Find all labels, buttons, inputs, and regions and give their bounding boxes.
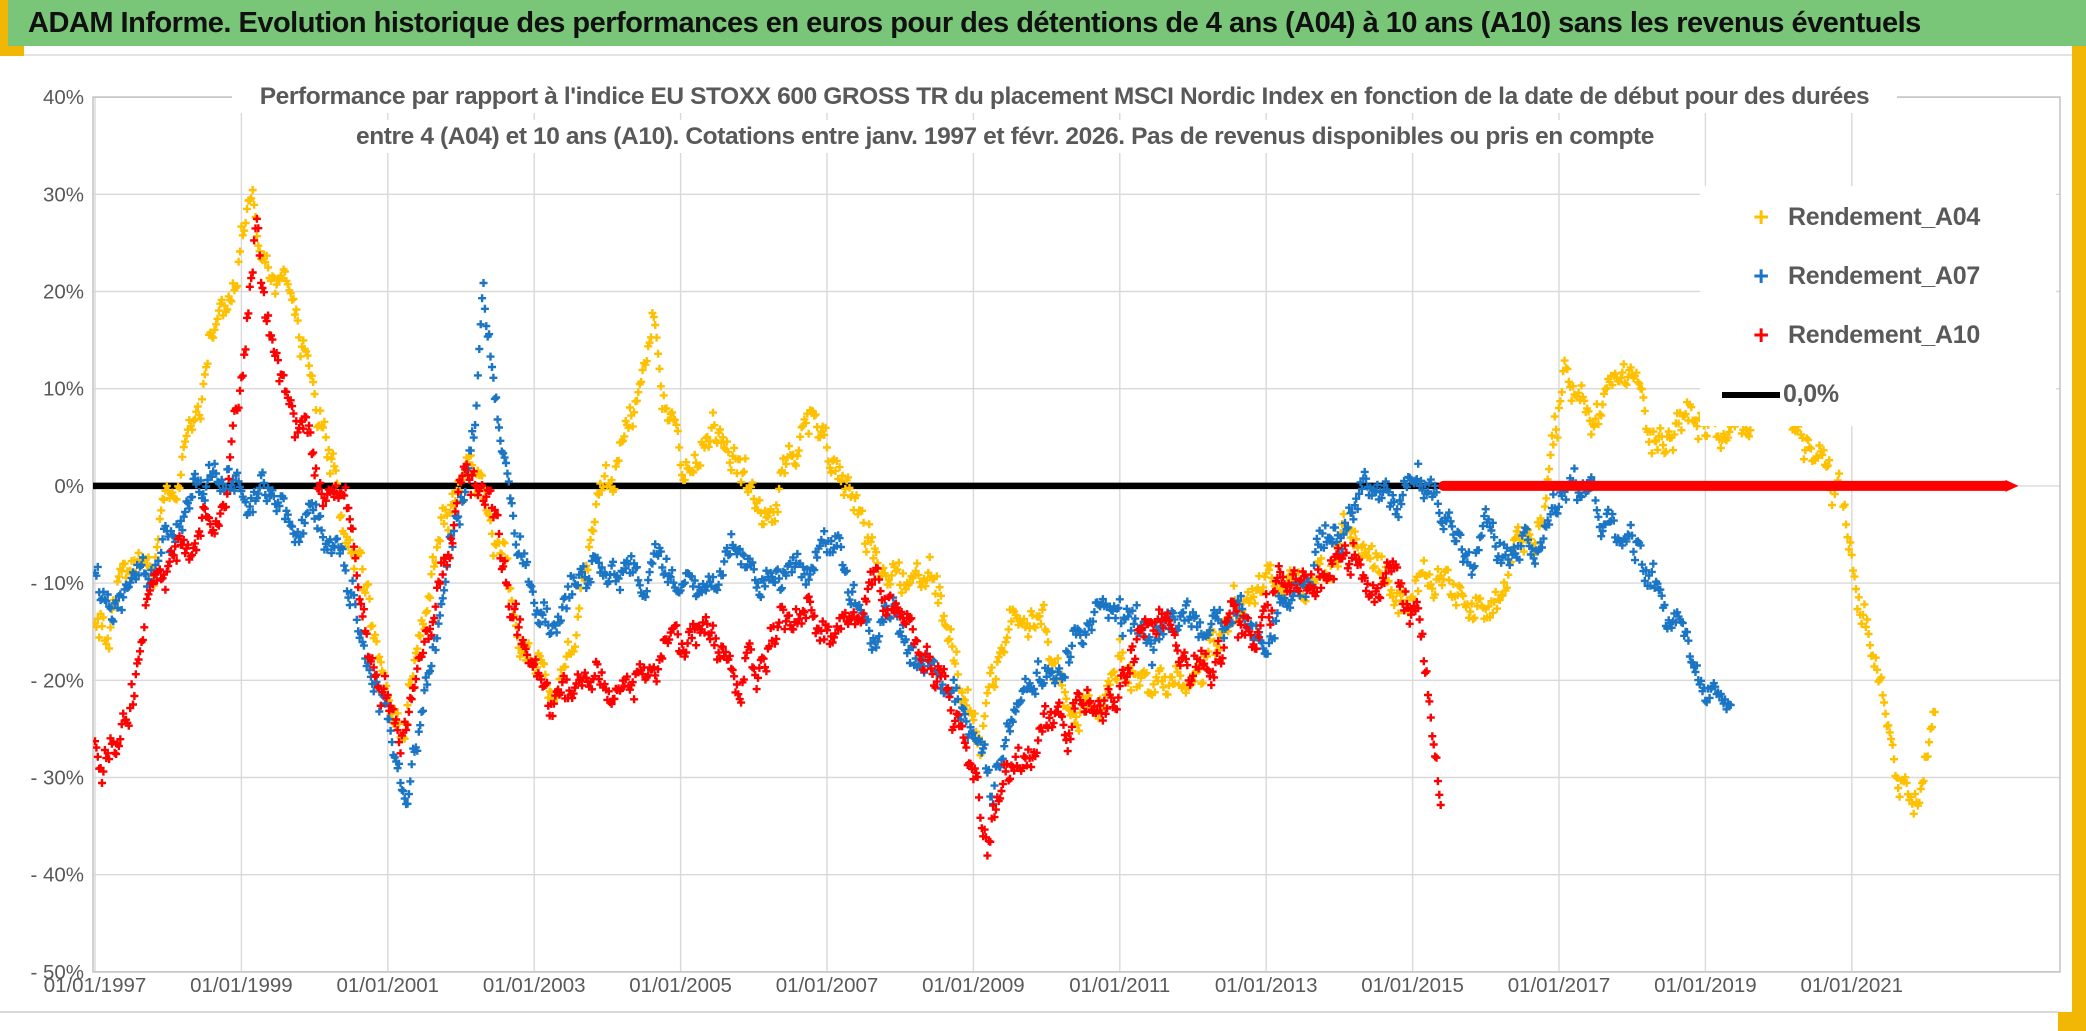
svg-text:20%: 20% [43, 281, 84, 304]
zero-line-swatch-icon [1722, 391, 1780, 398]
svg-text:01/01/2017: 01/01/2017 [1508, 974, 1611, 997]
plus-marker-a07-icon: + [1753, 261, 1769, 291]
legend-label-a10: Rendement_A10 [1788, 321, 1980, 349]
svg-text:0%: 0% [54, 475, 84, 498]
svg-text:01/01/2013: 01/01/2013 [1215, 974, 1318, 997]
svg-text:- 40%: - 40% [30, 864, 84, 887]
svg-text:01/01/2007: 01/01/2007 [776, 974, 879, 997]
svg-text:- 10%: - 10% [30, 572, 84, 595]
chart-title-line1: Performance par rapport à l'indice EU ST… [232, 80, 1897, 113]
svg-text:01/01/2009: 01/01/2009 [922, 974, 1025, 997]
legend-item-rendement-a10: + Rendement_A10 [1700, 306, 2056, 365]
chart-legend: + Rendement_A04 + Rendement_A07 + Rendem… [1700, 186, 2056, 426]
svg-text:- 20%: - 20% [30, 669, 84, 692]
svg-text:01/01/2011: 01/01/2011 [1069, 974, 1170, 997]
chart-title-line2: entre 4 (A04) et 10 ans (A10). Cotations… [356, 120, 1654, 153]
bottom-divider-line [0, 1011, 2058, 1013]
gold-corner-bottom-right [2058, 1012, 2086, 1031]
svg-text:40%: 40% [43, 86, 84, 109]
svg-text:30%: 30% [43, 183, 84, 206]
gold-border-left [0, 0, 8, 46]
legend-item-rendement-a04: + Rendement_A04 [1700, 188, 2056, 247]
svg-text:01/01/2021: 01/01/2021 [1800, 974, 1903, 997]
plus-marker-a04-icon: + [1753, 202, 1769, 232]
svg-text:01/01/2019: 01/01/2019 [1654, 974, 1757, 997]
svg-text:01/01/2001: 01/01/2001 [336, 974, 439, 997]
report-header: ADAM Informe. Evolution historique des p… [8, 0, 2086, 46]
gold-corner-left [0, 46, 24, 56]
report-title: ADAM Informe. Evolution historique des p… [28, 6, 1921, 39]
svg-text:- 30%: - 30% [30, 767, 84, 790]
plus-marker-a10-icon: + [1753, 320, 1769, 350]
svg-text:01/01/2003: 01/01/2003 [483, 974, 586, 997]
header-divider-line [24, 54, 2072, 56]
legend-item-zero-line: 0,0% [1700, 365, 2056, 424]
legend-label-a07: Rendement_A07 [1788, 262, 1980, 290]
legend-label-a04: Rendement_A04 [1788, 203, 1980, 231]
svg-text:01/01/1997: 01/01/1997 [44, 974, 147, 997]
svg-text:10%: 10% [43, 378, 84, 401]
svg-text:01/01/1999: 01/01/1999 [190, 974, 293, 997]
legend-item-rendement-a07: + Rendement_A07 [1700, 247, 2056, 306]
svg-text:01/01/2015: 01/01/2015 [1361, 974, 1464, 997]
legend-label-zero: 0,0% [1783, 380, 1839, 408]
svg-text:01/01/2005: 01/01/2005 [629, 974, 732, 997]
performance-scatter-chart: 40%30%20%10%0%- 10%- 20%- 30%- 40%- 50%0… [30, 86, 2061, 997]
gold-border-right [2072, 46, 2086, 1031]
svg-text:- 50%: - 50% [30, 961, 84, 984]
